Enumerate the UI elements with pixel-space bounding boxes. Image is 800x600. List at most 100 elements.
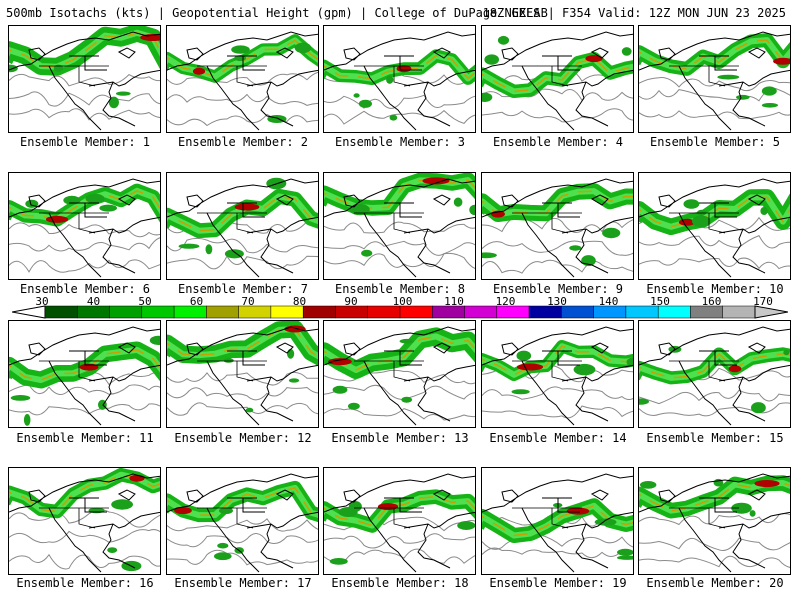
height-contour <box>324 384 475 400</box>
height-contour <box>167 113 318 127</box>
height-contour <box>639 537 790 551</box>
ensemble-member-map <box>481 467 634 575</box>
coastline <box>482 178 633 278</box>
wind-speed-patch <box>751 402 766 414</box>
ensemble-member-map <box>481 320 634 428</box>
ensemble-member-label: Ensemble Member: 1 <box>19 135 151 149</box>
isotach-map-graphic <box>324 473 475 573</box>
wind-speed-patch <box>361 249 373 257</box>
wind-speed-patch <box>288 378 300 383</box>
height-contour <box>324 369 475 385</box>
jet-stream-core <box>639 39 790 70</box>
wind-speed-patch <box>217 542 229 549</box>
ensemble-member-label: Ensemble Member: 16 <box>16 576 154 590</box>
height-contour <box>324 94 475 109</box>
ensemble-member-map <box>166 320 319 428</box>
jet-max-core <box>328 358 352 366</box>
isotach-map-graphic <box>9 178 160 278</box>
wind-speed-patch <box>99 204 117 212</box>
colorbar-swatch <box>141 305 175 319</box>
coastline <box>639 473 790 573</box>
wind-speed-patch <box>111 499 133 510</box>
political-border <box>669 65 739 87</box>
coastline <box>324 178 475 278</box>
isotach-map-graphic <box>167 31 318 131</box>
jet-max-core <box>377 503 399 511</box>
jet-stream-core <box>167 39 318 78</box>
height-contour <box>167 93 318 106</box>
colorbar-tick-label: 130 <box>547 295 567 308</box>
coastline <box>639 178 790 278</box>
political-border <box>669 360 739 382</box>
wind-speed-patch <box>386 75 394 84</box>
height-contour <box>324 408 475 421</box>
isotach-map-graphic <box>639 178 790 278</box>
jet-max-core <box>422 177 450 185</box>
colorbar-swatch <box>367 305 401 319</box>
wind-speed-patch <box>749 510 756 517</box>
height-contour <box>167 549 318 566</box>
isotach-map-graphic <box>167 321 318 426</box>
wind-speed-patch <box>245 407 254 413</box>
ensemble-member-label: Ensemble Member: 11 <box>16 431 154 445</box>
political-border <box>39 212 109 234</box>
wind-speed-patch <box>626 357 633 367</box>
ensemble-member-label: Ensemble Member: 9 <box>492 282 624 296</box>
wind-speed-patch <box>149 335 160 345</box>
jet-max-core <box>773 57 790 65</box>
ensemble-member-label: Ensemble Member: 10 <box>646 282 784 296</box>
political-border <box>512 65 582 87</box>
height-contour <box>482 534 633 550</box>
jet-stream-core <box>167 328 318 357</box>
wind-speed-patch <box>761 103 778 108</box>
ensemble-member-map <box>166 172 319 280</box>
ensemble-member-map <box>638 467 791 575</box>
wind-speed-patch <box>108 96 119 109</box>
height-contour <box>9 73 160 87</box>
jet-stream-core <box>9 473 160 513</box>
wind-speed-patch <box>516 350 532 361</box>
wind-speed-patch <box>223 358 234 363</box>
ensemble-member-label: Ensemble Member: 2 <box>177 135 309 149</box>
political-border <box>512 507 582 529</box>
wind-speed-patch <box>602 227 621 239</box>
colorbar-tick-label: 60 <box>189 295 204 308</box>
coastline <box>167 178 318 278</box>
colorbar-tick-label: 80 <box>292 295 307 308</box>
ensemble-member-label: Ensemble Member: 13 <box>331 431 469 445</box>
height-contour <box>9 403 160 416</box>
wind-speed-patch <box>497 35 510 45</box>
wind-speed-patch <box>401 396 413 403</box>
wind-speed-patch <box>736 94 750 100</box>
wind-speed-patch <box>683 199 700 209</box>
jet-max-core <box>192 67 206 75</box>
height-contour <box>9 553 160 570</box>
jet-max-core <box>234 203 260 211</box>
height-contour <box>639 389 790 405</box>
wind-speed-patch <box>692 215 711 227</box>
colorbar-swatch <box>625 305 659 319</box>
isotach-map-graphic <box>482 473 633 573</box>
coastline <box>167 473 318 573</box>
political-border <box>512 360 582 382</box>
height-contour <box>639 257 790 270</box>
ensemble-member-map <box>8 320 161 428</box>
wind-speed-patch <box>231 45 250 54</box>
ensemble-member-map <box>481 172 634 280</box>
wind-speed-patch <box>639 398 649 405</box>
height-contour <box>639 555 790 568</box>
isotach-map-graphic <box>9 26 160 131</box>
jet-max-core <box>45 215 69 223</box>
colorbar-swatch <box>722 305 756 319</box>
coastline <box>639 31 790 131</box>
jet-max-core <box>284 325 306 333</box>
wind-speed-patch <box>53 64 64 72</box>
wind-speed-patch <box>569 245 582 251</box>
wind-speed-patch <box>594 518 617 526</box>
header: 500mb Isotachs (kts) | Geopotential Heig… <box>0 0 800 22</box>
ensemble-member-map <box>638 172 791 280</box>
wind-speed-patch <box>731 502 752 514</box>
wind-speed-patch <box>760 207 768 215</box>
wind-speed-patch <box>573 363 596 376</box>
political-border <box>39 65 109 87</box>
